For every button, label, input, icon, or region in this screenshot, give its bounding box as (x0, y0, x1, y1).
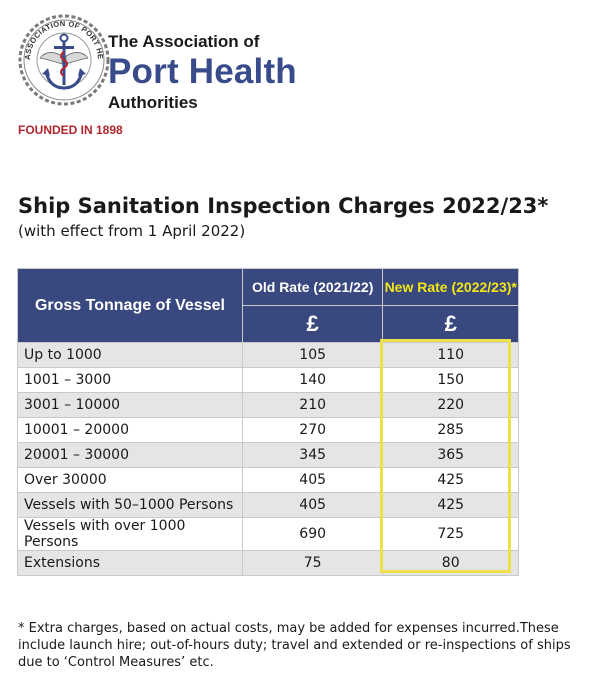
old-rate-value: 270 (241, 417, 384, 443)
org-name-line3: Authorities (108, 93, 198, 112)
table-row: Vessels with over 1000 Persons 690 725 (17, 517, 519, 551)
table-row: 1001 – 3000 140 150 (17, 367, 519, 393)
new-rate-value: 110 (382, 342, 519, 368)
old-rate-value: 405 (241, 467, 384, 493)
org-name-line2: Port Health (108, 52, 297, 91)
footnote: * Extra charges, based on actual costs, … (18, 621, 571, 670)
old-rate-header: Old Rate (2021/22) (241, 268, 384, 306)
old-rate-currency: £ (241, 305, 384, 343)
gross-tonnage-header: Gross Tonnage of Vessel (17, 268, 243, 343)
table-row: Vessels with 50–1000 Persons 405 425 (17, 492, 519, 518)
org-name-line1: The Association of (108, 32, 260, 51)
row-label: Over 30000 (17, 467, 243, 493)
old-rate-value: 75 (241, 550, 384, 576)
row-label: 1001 – 3000 (17, 367, 243, 393)
row-label: Vessels with 50–1000 Persons (17, 492, 243, 518)
row-label: 20001 – 30000 (17, 442, 243, 468)
document-subtitle: (with effect from 1 April 2022) (18, 222, 246, 240)
row-label: Vessels with over 1000 Persons (17, 517, 243, 551)
old-rate-value: 210 (241, 392, 384, 418)
apha-seal-logo: ASSOCIATION OF PORT HEALTH AUTHORITIES (18, 8, 110, 106)
new-rate-value: 150 (382, 367, 519, 393)
old-rate-value: 405 (241, 492, 384, 518)
old-rate-value: 140 (241, 367, 384, 393)
table-row: Up to 1000 105 110 (17, 342, 519, 368)
row-label: 10001 – 20000 (17, 417, 243, 443)
row-label: Up to 1000 (17, 342, 243, 368)
row-label: Extensions (17, 550, 243, 576)
new-rate-value: 725 (382, 517, 519, 551)
new-rate-value: 285 (382, 417, 519, 443)
organisation-name: The Association of Port Health Authoriti… (108, 32, 297, 114)
new-rate-value: 425 (382, 467, 519, 493)
new-rate-value: 425 (382, 492, 519, 518)
table-row: 3001 – 10000 210 220 (17, 392, 519, 418)
charges-table: Gross Tonnage of Vessel Old Rate (2021/2… (17, 268, 519, 576)
founded-caption: FOUNDED IN 1898 (18, 123, 123, 137)
document-title: Ship Sanitation Inspection Charges 2022/… (18, 194, 549, 218)
new-rate-currency: £ (382, 305, 519, 343)
row-label: 3001 – 10000 (17, 392, 243, 418)
new-rate-value: 80 (382, 550, 519, 576)
rate-rows: Up to 1000 105 110 1001 – 3000 140 150 3001 – … (17, 342, 519, 576)
table-row: Over 30000 405 425 (17, 467, 519, 493)
old-rate-value: 345 (241, 442, 384, 468)
new-rate-value: 220 (382, 392, 519, 418)
old-rate-value: 105 (241, 342, 384, 368)
table-row: 20001 – 30000 345 365 (17, 442, 519, 468)
old-rate-value: 690 (241, 517, 384, 551)
new-rate-value: 365 (382, 442, 519, 468)
table-row: 10001 – 20000 270 285 (17, 417, 519, 443)
table-row: Extensions 75 80 (17, 550, 519, 576)
new-rate-header: New Rate (2022/23)* (382, 268, 519, 306)
